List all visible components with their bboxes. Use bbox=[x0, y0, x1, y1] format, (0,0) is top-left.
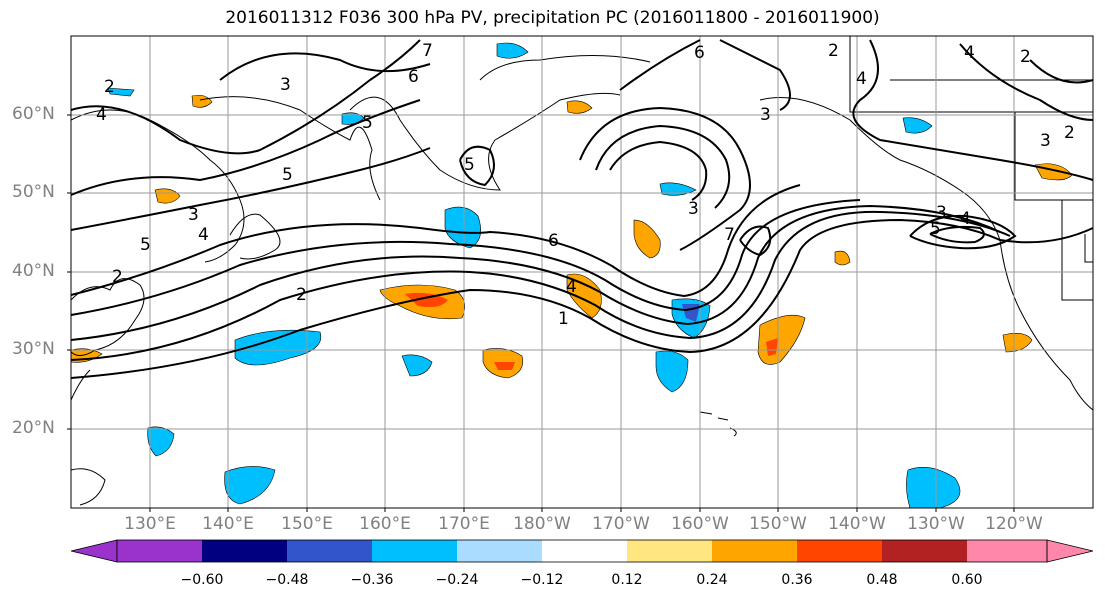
lon-label: 130°W bbox=[907, 514, 965, 534]
contour-label: 2 bbox=[296, 285, 307, 305]
colorbar-cell bbox=[627, 540, 712, 562]
lon-label: 120°W bbox=[985, 514, 1043, 534]
colorbar-tick-label: −0.36 bbox=[350, 572, 394, 588]
axis-ticks bbox=[67, 114, 1015, 512]
contour-label: 4 bbox=[198, 225, 209, 245]
contour-label: 3 bbox=[1040, 131, 1051, 151]
contour-label: 1 bbox=[558, 309, 569, 329]
colorbar-cell bbox=[712, 540, 797, 562]
lat-label: 20°N bbox=[12, 418, 55, 438]
lon-label: 180°W bbox=[513, 514, 571, 534]
contour-label: 2 bbox=[1020, 47, 1031, 67]
contour-label: 3 bbox=[936, 203, 947, 223]
contour-label: 5 bbox=[362, 113, 373, 133]
colorbar-extend-low bbox=[70, 539, 118, 563]
colorbar-cell bbox=[202, 540, 287, 562]
contour-label: 5 bbox=[930, 219, 941, 239]
contour-label: 6 bbox=[408, 67, 419, 87]
contour-label: 3 bbox=[188, 205, 199, 225]
colorbar-cell bbox=[117, 540, 202, 562]
contour-label: 4 bbox=[960, 209, 971, 229]
contour-label-group: 2 6 1 4 3 6 5 4 3 2 4 3 6 7 5 5 7 2 4 3 … bbox=[96, 41, 1075, 329]
lon-label: 150°W bbox=[749, 514, 807, 534]
contour-label: 4 bbox=[566, 277, 577, 297]
colorbar-cell bbox=[882, 540, 967, 562]
colorbar-tick-label: −0.24 bbox=[435, 572, 479, 588]
contour-label: 2 bbox=[104, 77, 115, 97]
colorbar-cell bbox=[542, 540, 627, 562]
colorbar bbox=[70, 539, 1094, 563]
colorbar-tick-label: 0.48 bbox=[866, 572, 898, 588]
colorbar-tick-label: −0.48 bbox=[265, 572, 309, 588]
colorbar-tick-label: −0.60 bbox=[180, 572, 224, 588]
contour-label: 4 bbox=[964, 43, 975, 63]
pv-contours bbox=[70, 39, 1094, 379]
map-title: 2016011312 F036 300 hPa PV, precipitatio… bbox=[225, 8, 880, 28]
colorbar-tick-label: 0.24 bbox=[696, 572, 728, 588]
colorbar-tick-label: 0.60 bbox=[951, 572, 983, 588]
contour-label: 5 bbox=[282, 165, 293, 185]
lat-label: 40°N bbox=[12, 261, 55, 281]
colorbar-cell bbox=[967, 540, 1047, 562]
lon-label: 150°E bbox=[281, 514, 333, 534]
lat-label: 30°N bbox=[12, 339, 55, 359]
colorbar-cell bbox=[372, 540, 457, 562]
contour-label: 3 bbox=[760, 105, 771, 125]
lon-label: 160°W bbox=[671, 514, 729, 534]
colorbar-tick-label: −0.12 bbox=[520, 572, 564, 588]
colorbar-tick-label: 0.12 bbox=[611, 572, 643, 588]
contour-label: 7 bbox=[422, 41, 433, 61]
colorbar-extend-high bbox=[1046, 539, 1094, 563]
contour-label: 6 bbox=[694, 43, 705, 63]
contour-label: 4 bbox=[856, 69, 867, 89]
contour-label: 3 bbox=[688, 199, 699, 219]
lon-label: 130°E bbox=[124, 514, 176, 534]
coastlines bbox=[70, 36, 1094, 506]
contour-label: 5 bbox=[140, 235, 151, 255]
contour-label: 4 bbox=[96, 105, 107, 125]
colorbar-cell bbox=[797, 540, 882, 562]
lon-label: 140°W bbox=[828, 514, 886, 534]
contour-label: 2 bbox=[828, 41, 839, 61]
lon-label: 170°E bbox=[438, 514, 490, 534]
contour-label: 3 bbox=[280, 75, 291, 95]
lon-label: 160°E bbox=[359, 514, 411, 534]
colorbar-tick-label: 0.36 bbox=[781, 572, 813, 588]
contour-label: 2 bbox=[1064, 123, 1075, 143]
contour-label: 5 bbox=[464, 155, 475, 175]
colorbar-cell bbox=[457, 540, 542, 562]
lat-label: 50°N bbox=[12, 182, 55, 202]
lon-label: 170°W bbox=[592, 514, 650, 534]
lon-label: 140°E bbox=[202, 514, 254, 534]
contour-label: 2 bbox=[112, 267, 123, 287]
lat-label: 60°N bbox=[12, 104, 55, 124]
contour-label: 7 bbox=[724, 225, 735, 245]
colorbar-cell bbox=[287, 540, 372, 562]
contour-label: 6 bbox=[548, 231, 559, 251]
